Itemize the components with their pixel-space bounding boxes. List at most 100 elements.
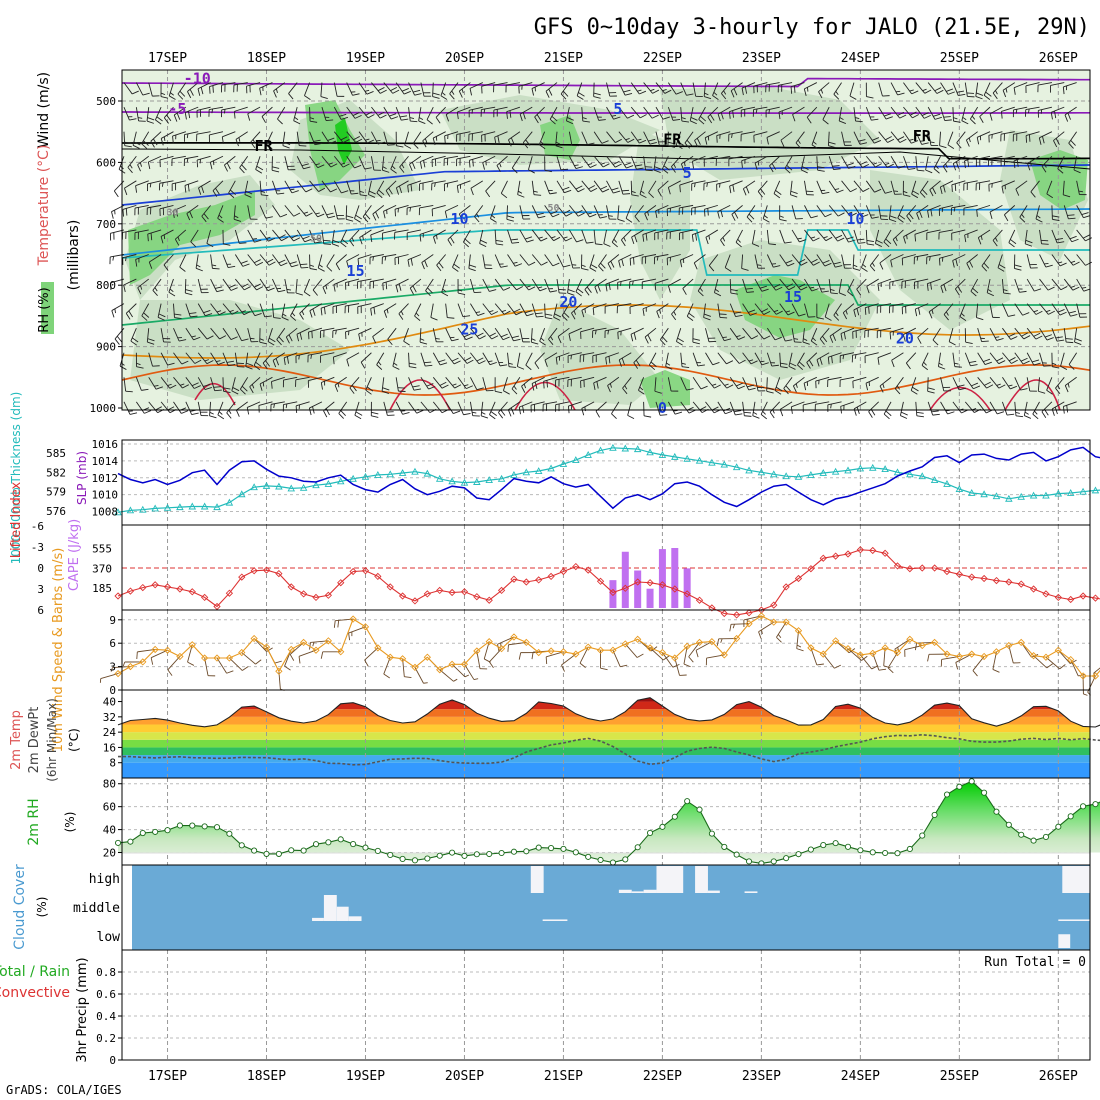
- data-point-thickness: [262, 481, 271, 489]
- wind-barb: [432, 82, 434, 97]
- wind-barb-flag: [996, 357, 1004, 362]
- wind-barb: [285, 327, 298, 338]
- wind-barb-flag: [651, 114, 659, 119]
- wind-barb: [978, 229, 991, 238]
- wind-barb-flag: [855, 120, 863, 123]
- wind-barb-flag: [1015, 411, 1020, 414]
- wind-barb: [1055, 377, 1065, 389]
- wind-barb-flag: [367, 139, 375, 144]
- wind-barb-flag: [359, 190, 365, 193]
- wind-barb: [915, 82, 926, 94]
- wind-barb-flag: [531, 383, 535, 391]
- wind-barb: [779, 229, 785, 244]
- wind-barb: [271, 376, 285, 382]
- wind-barb-flag: [425, 364, 433, 367]
- temperature-band: [122, 716, 1090, 725]
- wind-barb-flag: [275, 88, 278, 94]
- wind-barb-flag: [230, 287, 238, 291]
- y-tick-label: 60: [103, 801, 116, 814]
- wind-barb-flag: [404, 144, 412, 149]
- data-point-lifted-index: [634, 578, 642, 586]
- wind-barb: [496, 155, 508, 166]
- wind-barb-flag: [1070, 659, 1077, 665]
- data-point-thickness: [1017, 492, 1025, 500]
- wind-barb: [345, 303, 360, 307]
- wind-barb-flag: [442, 288, 447, 293]
- wind-barb-flag: [390, 168, 397, 174]
- wind-barb-flag: [986, 384, 994, 389]
- data-point-thickness: [398, 469, 407, 476]
- wind-barb-flag: [615, 138, 622, 143]
- wind-barb: [713, 278, 719, 293]
- wind-barb-flag: [700, 115, 707, 122]
- wind-barb-flag: [803, 383, 807, 391]
- wind-barb: [122, 229, 137, 233]
- wind-barb: [284, 254, 292, 268]
- wind-barb-flag: [209, 411, 214, 415]
- wind-barb-flag: [153, 138, 158, 146]
- wind-barb: [468, 254, 471, 269]
- wind-barb: [864, 352, 879, 357]
- wind-barb: [358, 131, 368, 144]
- wind-barb: [643, 82, 653, 94]
- wind-barb: [523, 131, 533, 143]
- wind-barb-flag: [513, 338, 521, 342]
- wind-barb-flag: [605, 284, 608, 292]
- wind-barb: [432, 131, 446, 139]
- wind-barb: [489, 648, 502, 663]
- wind-barb-flag: [649, 142, 657, 145]
- wind-barb: [195, 254, 199, 269]
- wind-barb: [441, 278, 447, 293]
- wind-barb: [692, 82, 697, 97]
- wind-barb-flag: [903, 194, 911, 197]
- wind-barb-flag: [154, 384, 159, 387]
- wind-barb-flag: [732, 184, 735, 192]
- wind-barb: [666, 229, 681, 233]
- wind-barb-flag: [1020, 357, 1028, 362]
- wind-barb-flag: [298, 656, 301, 664]
- data-point-thickness: [1005, 494, 1013, 502]
- wind-barb: [561, 303, 570, 316]
- wind-barb-flag: [927, 387, 935, 390]
- wind-barb: [444, 155, 459, 160]
- wind-barb-flag: [600, 185, 608, 190]
- wind-barb-flag: [885, 116, 893, 120]
- wind-barb-flag: [808, 359, 814, 367]
- wind-barb-flag: [364, 89, 370, 92]
- wind-barb: [806, 106, 818, 118]
- wind-barb: [210, 155, 224, 163]
- wind-barb-flag: [947, 91, 955, 95]
- wind-barb: [874, 229, 880, 244]
- x-tick-label-bottom: 23SEP: [742, 1069, 781, 1084]
- wind-barb: [134, 229, 149, 234]
- wind-barb-flag: [887, 163, 894, 168]
- wind-barb: [816, 352, 830, 361]
- wind-barb-flag: [930, 141, 935, 144]
- data-point-lifted-index: [856, 546, 865, 554]
- wind-barb: [889, 303, 904, 307]
- wind-barb: [1013, 131, 1028, 135]
- data-point-lifted-index: [572, 562, 580, 571]
- wind-barb: [444, 180, 459, 185]
- wind-barb: [326, 254, 335, 267]
- wind-barb: [933, 156, 941, 169]
- wind-barb: [618, 131, 629, 143]
- wind-barb-flag: [172, 136, 174, 144]
- wind-barb: [130, 328, 137, 342]
- wind-barb-flag: [681, 366, 690, 368]
- wind-barb-flag: [812, 337, 817, 342]
- wind-barb-flag: [581, 268, 589, 271]
- wind-barb-flag: [1064, 385, 1069, 393]
- wind-barb-flag: [934, 116, 942, 120]
- wind-barb-flag: [481, 411, 486, 415]
- wind-barb-flag: [191, 335, 196, 338]
- wind-barb: [593, 303, 607, 309]
- wind-barb: [179, 254, 187, 268]
- wind-barb-flag: [973, 385, 981, 390]
- wind-barb-flag: [354, 218, 361, 223]
- wind-barb: [482, 327, 492, 340]
- wind-barb-flag: [573, 310, 577, 315]
- wind-barb: [879, 254, 892, 264]
- wind-barb-flag: [511, 167, 518, 174]
- wind-barb: [729, 180, 743, 187]
